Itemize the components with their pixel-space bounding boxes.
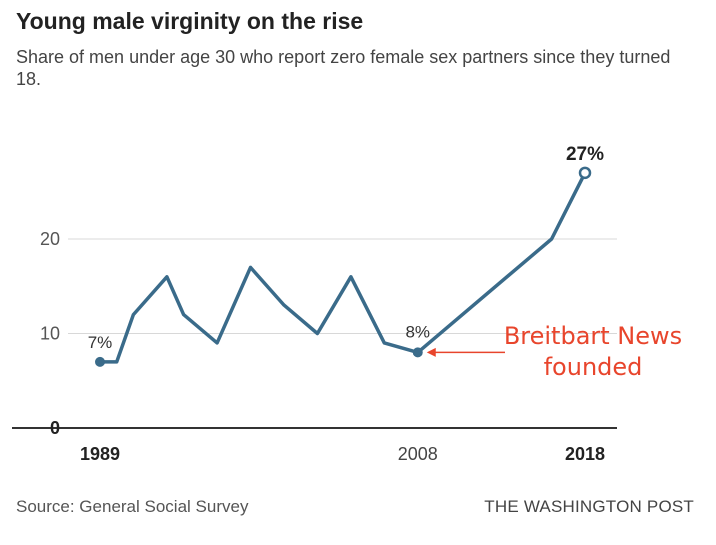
chart-title: Young male virginity on the rise bbox=[16, 8, 364, 34]
x-tick-label: 1989 bbox=[80, 444, 120, 464]
series-line bbox=[98, 171, 587, 364]
publisher-credit: THE WASHINGTON POST bbox=[484, 497, 694, 516]
data-point-2008 bbox=[412, 347, 423, 358]
data-point-2018 bbox=[578, 166, 592, 180]
data-point-1989 bbox=[95, 356, 105, 367]
annotation-text: founded bbox=[544, 353, 643, 381]
y-tick-label: 20 bbox=[40, 229, 60, 249]
y-tick-label: 10 bbox=[40, 324, 60, 344]
source-note: Source: General Social Survey bbox=[16, 497, 249, 516]
data-label: 27% bbox=[566, 144, 604, 165]
x-tick-label: 2018 bbox=[565, 444, 605, 464]
chart-subtitle: Share of men under age 30 who report zer… bbox=[16, 47, 671, 89]
data-label: 7% bbox=[88, 333, 113, 352]
annotation-arrowhead bbox=[426, 347, 436, 357]
x-tick-label: 2008 bbox=[398, 444, 438, 464]
annotation-text: Breitbart News bbox=[504, 322, 682, 350]
data-label: 8% bbox=[405, 322, 430, 341]
y-tick-label: 0 bbox=[50, 418, 60, 438]
